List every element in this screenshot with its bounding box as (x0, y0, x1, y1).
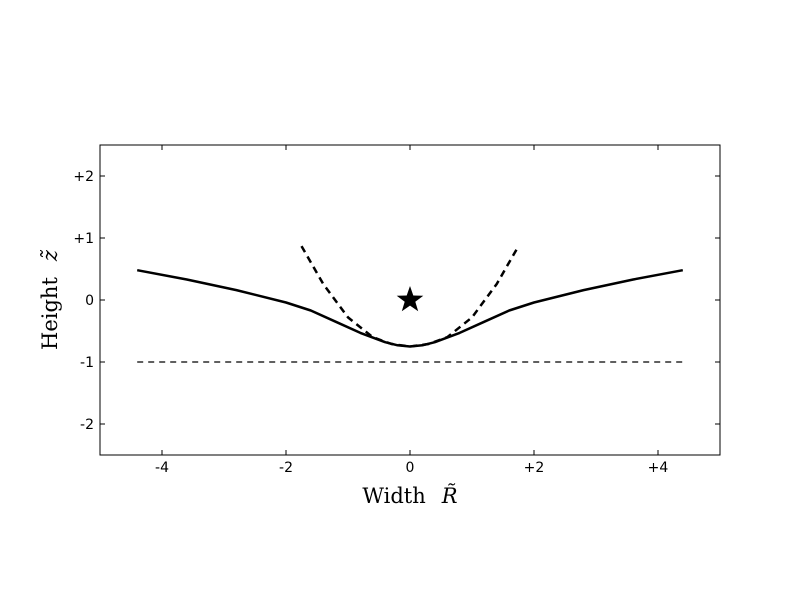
y-tick-label: -1 (80, 355, 94, 371)
y-axis-label-text: Height (38, 277, 62, 350)
series-line-1 (136, 268, 684, 348)
y-axis-ticks: +2 +1 0 -1 -2 (73, 169, 720, 433)
y-axis-label: Height z̃ (38, 249, 62, 350)
y-tick-label: 0 (85, 293, 94, 309)
y-tick-label: +2 (73, 169, 94, 185)
y-axis-symbol: z̃ (38, 249, 62, 262)
x-tick-label: +4 (648, 460, 669, 476)
y-tick-label: +1 (73, 231, 94, 247)
marker-layer (396, 286, 424, 312)
x-tick-label: 0 (406, 460, 415, 476)
x-axis-label-text: Width (362, 484, 425, 508)
x-axis-ticks: -4 -2 0 +2 +4 (155, 145, 668, 476)
x-tick-label: -4 (155, 460, 169, 476)
x-tick-label: +2 (524, 460, 545, 476)
y-tick-label: -2 (80, 417, 94, 433)
x-axis-symbol: R̃ (441, 484, 458, 508)
x-axis-label: Width R̃ (362, 484, 457, 508)
series-layer (136, 245, 684, 363)
x-tick-label: -2 (279, 460, 293, 476)
star-marker (396, 286, 424, 312)
